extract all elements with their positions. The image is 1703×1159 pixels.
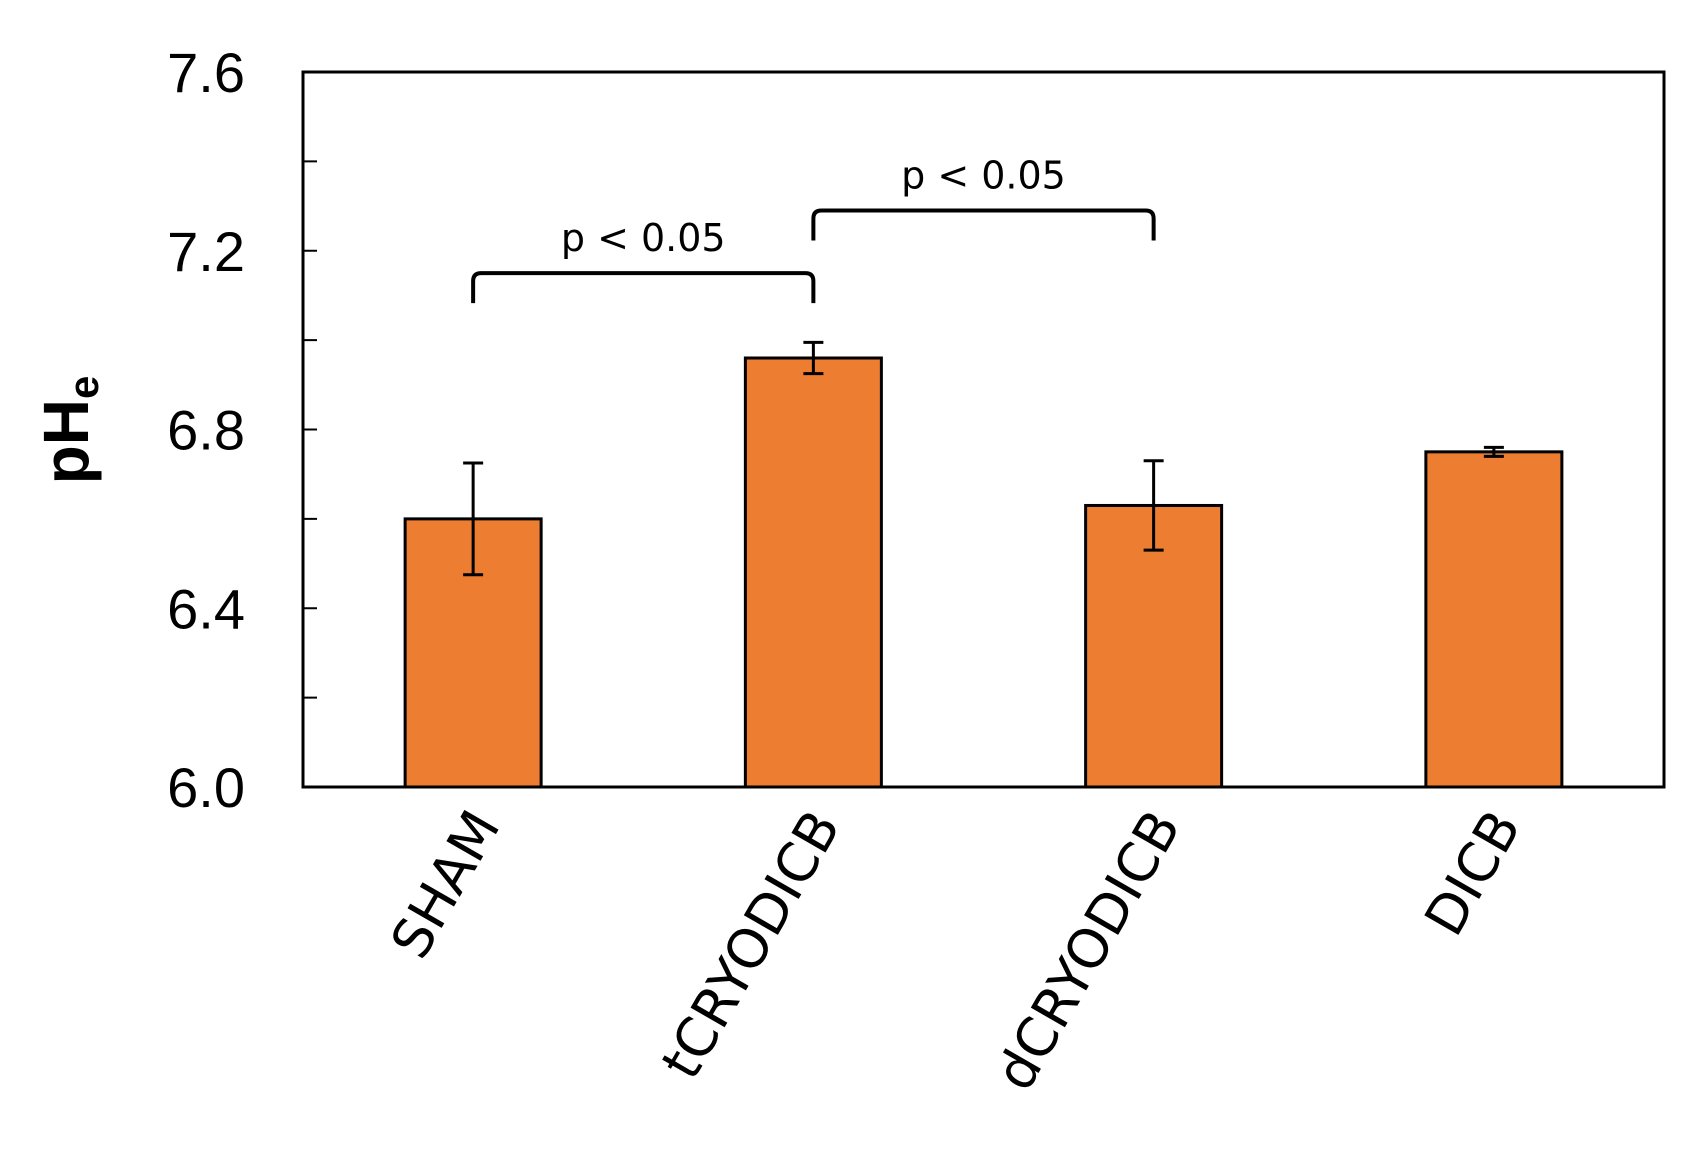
y-tick-label: 7.2: [167, 220, 245, 283]
y-tick-label: 6.0: [167, 756, 245, 819]
significance-label: p < 0.05: [561, 216, 726, 260]
x-tick-label-sham: SHAM: [379, 800, 513, 969]
y-axis-label-main: pH: [30, 399, 102, 484]
error-bar-tcryodicb: [803, 340, 824, 376]
bracket-line: [471, 271, 816, 304]
bracket-line: [811, 208, 1156, 241]
error-bar-sham: [463, 461, 484, 577]
significance-bracket-1: p < 0.05: [471, 216, 816, 304]
y-tick-label: 6.4: [167, 577, 245, 640]
svg-text:pHe: pHe: [30, 376, 107, 485]
error-bar-dcryodicb: [1143, 459, 1164, 552]
x-tick-label-tcryodicb: tCRYODICB: [649, 800, 852, 1089]
significance-label: p < 0.05: [901, 154, 1066, 198]
y-axis-label: pHe: [30, 376, 107, 485]
y-axis-label-subscript: e: [60, 376, 107, 399]
bar-tcryodicb: [743, 356, 883, 789]
y-tick-label: 7.6: [167, 41, 245, 104]
y-tick-label: 6.8: [167, 399, 245, 462]
x-tick-label-dicb: DICB: [1412, 800, 1533, 946]
significance-bracket-2: p < 0.05: [811, 154, 1156, 241]
bar-dicb: [1424, 450, 1564, 789]
x-tick-label-dcryodicb: dCRYODICB: [983, 800, 1193, 1101]
error-bar-dicb: [1483, 445, 1504, 458]
